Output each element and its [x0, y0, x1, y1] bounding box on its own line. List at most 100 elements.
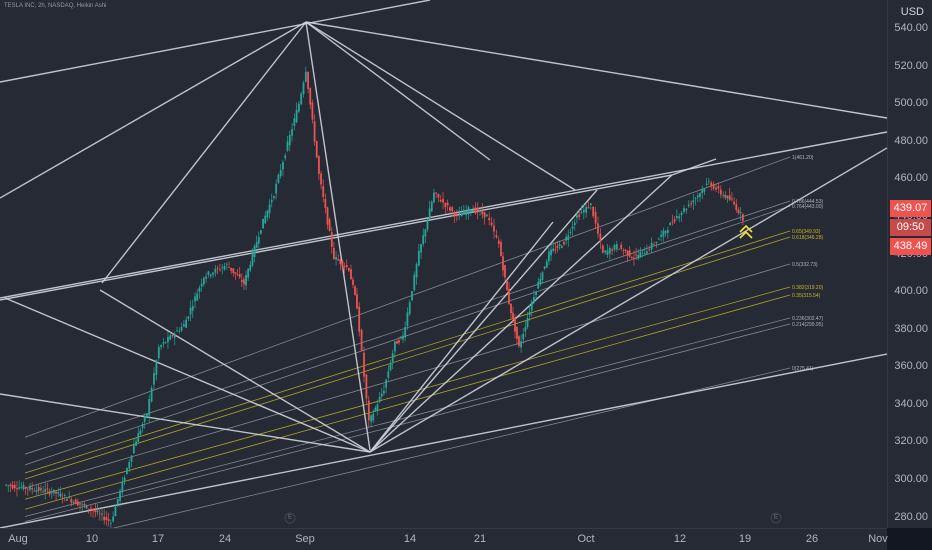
chart-plot-area[interactable]: 1(461.20) 0.786(444.53) 0.764(443.00) 0.65(… — [0, 0, 888, 550]
price-tick-label: 360.00 — [894, 360, 928, 373]
candle-body — [160, 345, 163, 348]
candle-body — [731, 198, 733, 200]
candle-body — [389, 363, 392, 371]
pitchfork-line — [0, 21, 307, 199]
time-tick-label: Oct — [577, 533, 595, 545]
candle-body — [556, 246, 559, 249]
candle-body — [417, 250, 420, 266]
candle-body — [633, 257, 635, 259]
price-tick-label: 460.00 — [894, 172, 928, 185]
candle-body — [446, 202, 449, 206]
candle-body — [675, 216, 678, 218]
candle-body — [567, 235, 570, 241]
candle-body — [57, 492, 60, 494]
event-marker-icon[interactable]: E — [284, 512, 296, 524]
candle-body — [137, 433, 140, 442]
candle-body — [585, 206, 588, 213]
candle-body — [358, 306, 361, 332]
candle-body — [402, 335, 404, 340]
candle-body — [497, 240, 500, 244]
candle-body — [70, 499, 73, 503]
candle-body — [83, 503, 86, 506]
candle-body — [400, 336, 402, 338]
candle-body — [712, 184, 715, 189]
close-price-tag: 438.49 — [890, 238, 931, 255]
candle-body — [428, 208, 431, 220]
currency-label: USD — [900, 6, 924, 18]
candle-body — [121, 481, 124, 493]
fib-level-label: 0.618(346.28) — [792, 235, 823, 241]
candle-body — [680, 212, 683, 216]
candle-body — [728, 195, 731, 200]
pitchfork-line — [671, 158, 717, 176]
candle-body — [48, 490, 51, 495]
candle-body — [587, 207, 590, 209]
candle-body — [453, 212, 456, 217]
candle-body — [167, 336, 169, 343]
candle-body — [132, 444, 135, 454]
candle-body — [315, 141, 318, 158]
candle-body — [196, 293, 199, 301]
candle-body — [413, 274, 416, 291]
candle-body — [135, 441, 137, 446]
candle-body — [643, 252, 646, 255]
candle-body — [270, 200, 273, 203]
arrow-up-icon — [739, 230, 753, 239]
price-tick-label: 300.00 — [894, 473, 928, 486]
candle-body — [608, 247, 611, 254]
candle-body — [225, 263, 228, 265]
candle-body — [630, 257, 633, 258]
candle-body — [356, 294, 358, 309]
fib-level-label: 0.65(349.93) — [792, 229, 821, 235]
candle-body — [512, 312, 514, 319]
candle-body — [92, 508, 95, 511]
fib-line — [24, 236, 791, 480]
candle-body — [506, 281, 508, 291]
pitchfork-line — [101, 21, 307, 284]
candle-body — [171, 335, 174, 337]
candle-body — [53, 489, 55, 494]
candle-body — [114, 506, 117, 517]
candle-body — [5, 484, 7, 486]
time-axis[interactable]: Aug 10 17 24 Sep 14 21 Oct 12 19 26 Nov — [0, 528, 888, 550]
candle-body — [313, 121, 316, 142]
candle-body — [232, 268, 235, 273]
pitchfork-line — [4, 297, 371, 453]
candle-body — [435, 192, 438, 194]
candle-body — [216, 268, 219, 270]
candle-body — [522, 333, 525, 340]
candle-body — [622, 250, 625, 252]
candle-body — [604, 250, 607, 253]
candle-body — [141, 423, 144, 428]
candle-body — [16, 488, 18, 490]
candle-body — [514, 317, 516, 332]
candle-body — [29, 486, 31, 490]
candle-body — [650, 242, 653, 250]
time-tick-label: Sep — [295, 533, 315, 545]
candle-body — [535, 291, 537, 296]
candle-body — [433, 192, 435, 203]
candle-body — [707, 181, 710, 183]
chart-svg[interactable]: 1(461.20) 0.786(444.53)0.764(443.00) 0.65(… — [0, 0, 888, 550]
fib-line — [24, 205, 791, 466]
candle-body — [472, 210, 475, 212]
candle-body — [380, 393, 383, 397]
candle-body — [383, 390, 385, 394]
price-axis[interactable]: USD 520.00500.00480.00460.00440.00420.00… — [887, 0, 932, 528]
candle-body — [510, 303, 512, 314]
candle-body — [335, 257, 337, 260]
candle-body — [107, 519, 110, 522]
candle-body — [398, 340, 400, 343]
event-marker-icon[interactable]: E — [770, 512, 782, 524]
candle-body — [737, 209, 740, 214]
candle-body — [524, 327, 527, 332]
pitchfork-line — [369, 189, 598, 453]
candle-body — [537, 281, 540, 289]
candle-body — [687, 204, 690, 207]
candle-body — [143, 416, 146, 422]
candle-body — [273, 196, 275, 198]
candle-body — [541, 272, 544, 280]
price-tick-label: 480.00 — [894, 134, 928, 147]
candle-body — [635, 254, 637, 256]
price-tick-label: 400.00 — [894, 285, 928, 298]
